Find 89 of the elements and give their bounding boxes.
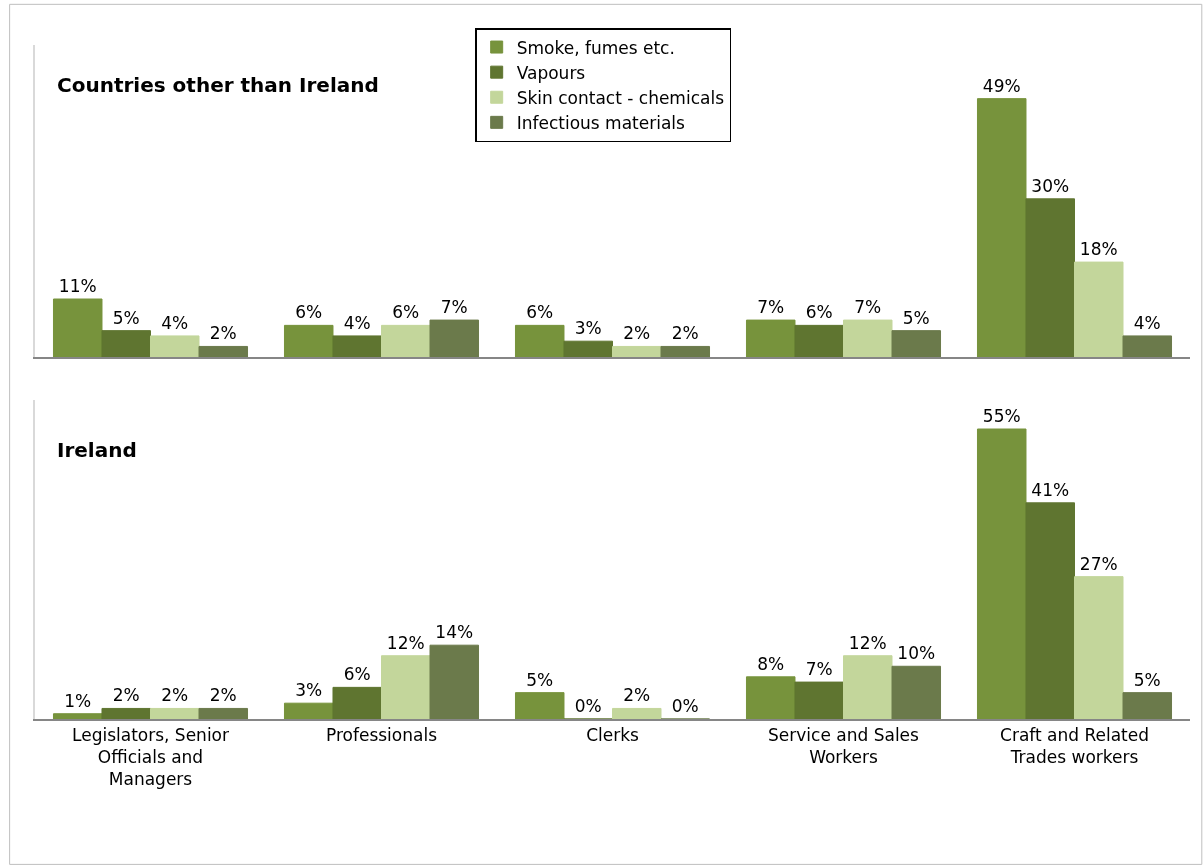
data-label: 0%	[671, 696, 699, 716]
data-label: 2%	[623, 685, 651, 706]
data-label: 7%	[805, 659, 833, 680]
x-tick-label: Professionals	[325, 725, 438, 746]
bar	[1122, 335, 1173, 357]
legend-label: Infectious materials	[516, 112, 686, 133]
bar	[612, 345, 662, 357]
data-label: 7%	[757, 297, 785, 318]
data-label: 14%	[435, 622, 474, 643]
data-label: 5%	[526, 669, 554, 690]
data-label: 18%	[1079, 239, 1118, 260]
bar	[150, 707, 200, 719]
data-label: 4%	[1133, 312, 1161, 333]
bar	[283, 702, 334, 719]
bar	[843, 319, 893, 357]
data-label: 4%	[161, 312, 189, 333]
bar	[976, 98, 1027, 357]
data-label: 3%	[295, 680, 323, 701]
bar	[514, 692, 565, 719]
data-label: 55%	[982, 406, 1021, 426]
legend-label: Vapours	[516, 62, 586, 83]
data-label: 7%	[854, 297, 882, 318]
bar	[563, 340, 613, 357]
bar	[429, 644, 480, 719]
legend-label: Skin contact - chemicals	[516, 87, 725, 108]
bar	[891, 330, 942, 357]
bar	[612, 707, 662, 719]
bar	[101, 707, 151, 719]
text: Ireland	[57, 438, 137, 462]
bar	[332, 686, 382, 719]
data-label: 4%	[343, 312, 371, 333]
data-label: 5%	[902, 307, 930, 328]
x-tick-label: Clerks	[586, 725, 640, 746]
data-label: 3%	[574, 318, 602, 339]
bar	[198, 707, 249, 719]
bar	[1074, 576, 1124, 719]
data-label: 2%	[623, 323, 651, 344]
data-label: 11%	[58, 276, 97, 296]
data-label: 12%	[848, 632, 887, 653]
data-label: 2%	[112, 685, 140, 706]
legend-label: Smoke, fumes etc.	[516, 37, 675, 58]
data-label: 7%	[440, 297, 468, 318]
bar	[891, 665, 942, 719]
bar	[1074, 261, 1124, 357]
data-label: 6%	[295, 302, 323, 323]
bar	[283, 324, 334, 357]
data-label: 30%	[1031, 175, 1070, 196]
bar	[150, 335, 200, 357]
data-label: 2%	[161, 685, 189, 706]
bar	[381, 324, 431, 357]
data-label: 6%	[392, 302, 420, 323]
data-label: 2%	[209, 685, 237, 706]
data-label: 2%	[209, 323, 237, 344]
bar	[1122, 692, 1173, 719]
chart-title: Countries other than Ireland	[57, 73, 379, 97]
bar	[514, 324, 565, 357]
bar	[745, 319, 796, 357]
data-label: 5%	[1133, 669, 1161, 690]
x-tick-label: Craft and Related Trades workers	[1000, 725, 1149, 768]
data-label: 12%	[386, 632, 425, 653]
bar	[429, 319, 480, 357]
data-label: 10%	[897, 643, 936, 664]
bar	[332, 335, 382, 357]
bar	[1025, 198, 1075, 357]
data-label: 6%	[343, 664, 371, 685]
data-label: 6%	[805, 302, 833, 323]
x-tick-label: Legislators, Senior Officials and Managers	[71, 725, 230, 790]
data-label: 2%	[671, 323, 699, 344]
bar	[976, 428, 1027, 719]
data-label: 6%	[526, 302, 554, 323]
data-label: 5%	[112, 307, 140, 328]
bar	[1025, 502, 1075, 719]
bar	[52, 713, 103, 719]
data-label: 0%	[574, 696, 602, 716]
bar	[745, 676, 796, 719]
data-label: 8%	[757, 653, 785, 674]
data-label: 27%	[1079, 553, 1118, 574]
data-label: 1%	[64, 690, 92, 711]
bar	[794, 681, 844, 719]
data-label: 49%	[982, 75, 1021, 96]
data-label: 41%	[1031, 479, 1070, 500]
bar	[660, 345, 711, 357]
bar	[794, 324, 844, 357]
x-tick-label: Service and Sales Workers	[768, 725, 920, 768]
bar	[101, 330, 151, 357]
bar	[381, 655, 431, 719]
bar	[52, 298, 103, 357]
bar	[843, 655, 893, 719]
bar	[198, 345, 249, 357]
